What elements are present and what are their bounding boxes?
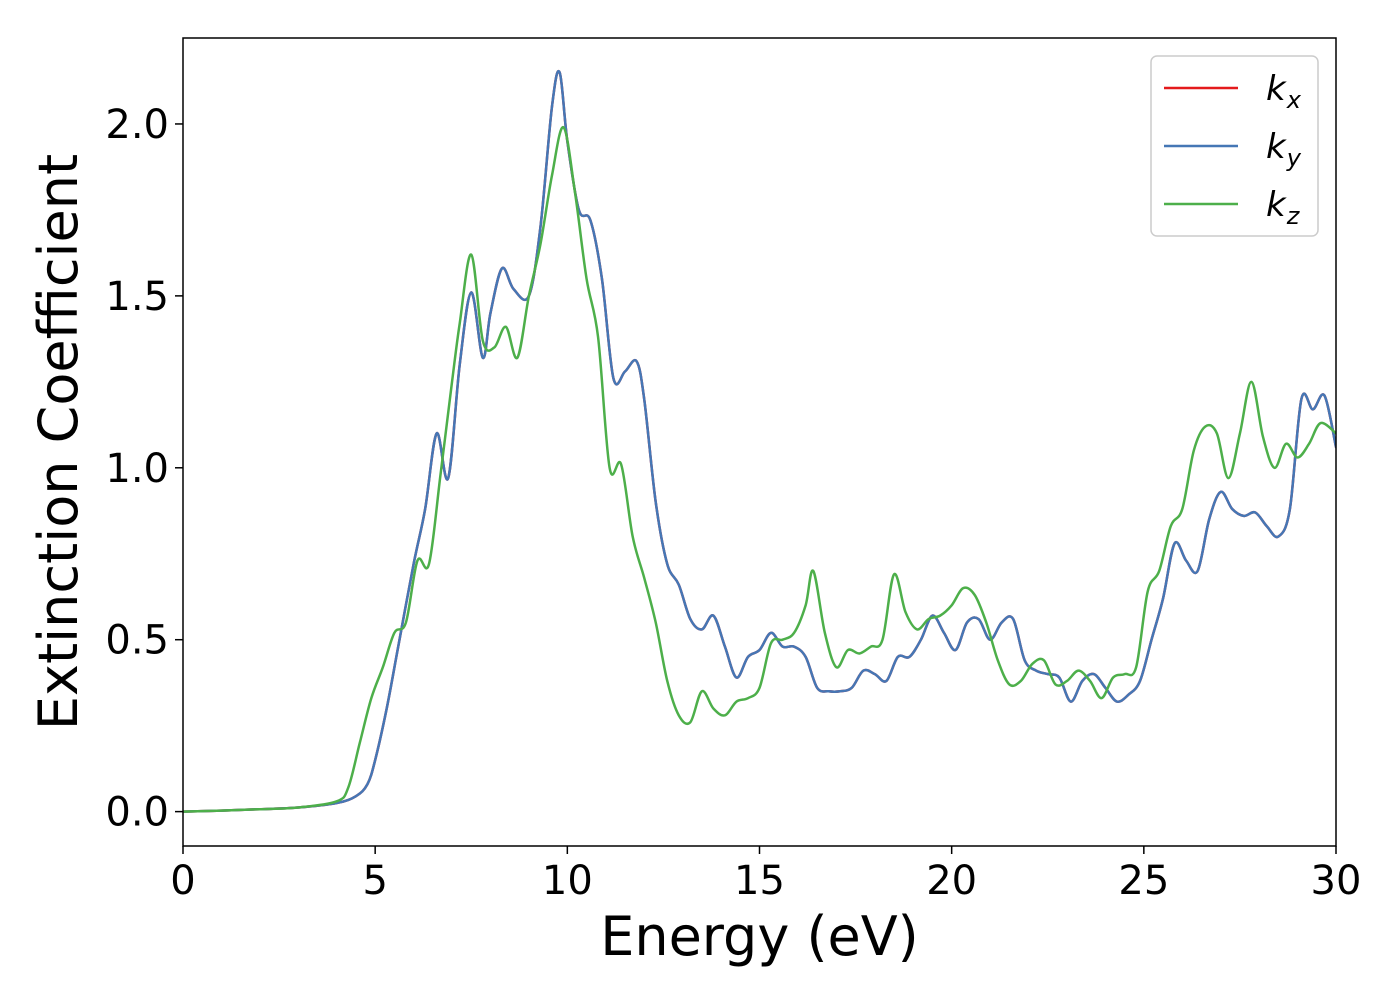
series-line-z [183,126,1336,813]
legend-label-z: kz [1266,185,1301,230]
legend-label-x: kx [1266,69,1302,114]
legend: kx ky kz [1150,55,1319,237]
plot-area [183,38,1336,846]
x-tick-label: 0 [170,858,195,904]
x-tick-label: 20 [926,858,977,904]
y-tick-label: 1.5 [105,274,169,320]
series-layer [183,69,1336,813]
x-tick-label: 30 [1311,858,1362,904]
y-tick-label: 0.0 [105,790,169,836]
x-tick-label: 25 [1118,858,1169,904]
y-tick-label: 2.0 [105,102,169,148]
x-axis-label: Energy (eV) [600,905,919,968]
x-tick-label: 15 [734,858,785,904]
x-tick-label: 10 [542,858,593,904]
legend-label-y: ky [1266,127,1302,172]
y-tick-label: 0.5 [105,618,169,664]
y-axis-ticks: 0.0 0.5 1.0 1.5 2.0 [105,102,183,836]
y-tick-label: 1.0 [105,446,169,492]
y-axis-label: Extinction Coefficient [27,154,90,730]
x-axis-ticks: 0 5 10 15 20 25 30 [170,846,1361,904]
x-tick-label: 5 [362,858,387,904]
series-line-y [183,69,1336,813]
